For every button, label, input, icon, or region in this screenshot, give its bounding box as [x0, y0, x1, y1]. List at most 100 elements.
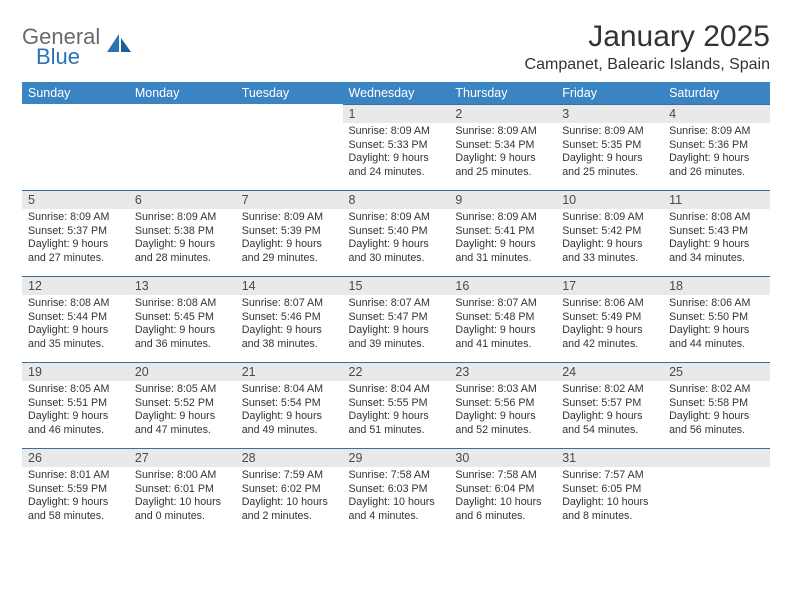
day-number: 6 [129, 190, 236, 209]
day-content: Sunrise: 8:08 AMSunset: 5:45 PMDaylight:… [129, 295, 236, 356]
day-content: Sunrise: 8:06 AMSunset: 5:49 PMDaylight:… [556, 295, 663, 356]
day-content: Sunrise: 8:09 AMSunset: 5:41 PMDaylight:… [449, 209, 556, 270]
day-number: 23 [449, 362, 556, 381]
calendar-cell: 28Sunrise: 7:59 AMSunset: 6:02 PMDayligh… [236, 448, 343, 534]
day-content: Sunrise: 8:05 AMSunset: 5:52 PMDaylight:… [129, 381, 236, 442]
calendar-cell: 26Sunrise: 8:01 AMSunset: 5:59 PMDayligh… [22, 448, 129, 534]
day-content: Sunrise: 8:06 AMSunset: 5:50 PMDaylight:… [663, 295, 770, 356]
calendar-cell: 6Sunrise: 8:09 AMSunset: 5:38 PMDaylight… [129, 190, 236, 276]
calendar-cell: 29Sunrise: 7:58 AMSunset: 6:03 PMDayligh… [343, 448, 450, 534]
day-number: 14 [236, 276, 343, 295]
calendar-cell: 12Sunrise: 8:08 AMSunset: 5:44 PMDayligh… [22, 276, 129, 362]
day-content: Sunrise: 8:09 AMSunset: 5:33 PMDaylight:… [343, 123, 450, 184]
day-content: Sunrise: 8:09 AMSunset: 5:35 PMDaylight:… [556, 123, 663, 184]
calendar-cell: 21Sunrise: 8:04 AMSunset: 5:54 PMDayligh… [236, 362, 343, 448]
day-number [236, 104, 343, 122]
calendar-cell: 3Sunrise: 8:09 AMSunset: 5:35 PMDaylight… [556, 104, 663, 190]
day-content: Sunrise: 7:57 AMSunset: 6:05 PMDaylight:… [556, 467, 663, 528]
calendar-cell: 2Sunrise: 8:09 AMSunset: 5:34 PMDaylight… [449, 104, 556, 190]
calendar-cell: 1Sunrise: 8:09 AMSunset: 5:33 PMDaylight… [343, 104, 450, 190]
calendar-cell [663, 448, 770, 534]
calendar-cell: 10Sunrise: 8:09 AMSunset: 5:42 PMDayligh… [556, 190, 663, 276]
day-number: 7 [236, 190, 343, 209]
calendar-cell: 30Sunrise: 7:58 AMSunset: 6:04 PMDayligh… [449, 448, 556, 534]
day-content: Sunrise: 8:08 AMSunset: 5:43 PMDaylight:… [663, 209, 770, 270]
calendar-cell [129, 104, 236, 190]
day-number: 10 [556, 190, 663, 209]
calendar-week: 12Sunrise: 8:08 AMSunset: 5:44 PMDayligh… [22, 276, 770, 362]
day-number: 28 [236, 448, 343, 467]
day-number: 25 [663, 362, 770, 381]
logo-sail-icon [105, 32, 133, 56]
day-number: 9 [449, 190, 556, 209]
logo: General Blue [22, 20, 133, 68]
calendar-cell: 13Sunrise: 8:08 AMSunset: 5:45 PMDayligh… [129, 276, 236, 362]
day-content: Sunrise: 8:09 AMSunset: 5:42 PMDaylight:… [556, 209, 663, 270]
day-content: Sunrise: 8:02 AMSunset: 5:57 PMDaylight:… [556, 381, 663, 442]
day-content: Sunrise: 8:09 AMSunset: 5:36 PMDaylight:… [663, 123, 770, 184]
day-content: Sunrise: 8:09 AMSunset: 5:34 PMDaylight:… [449, 123, 556, 184]
logo-text-blue: Blue [36, 46, 100, 68]
day-header: Thursday [449, 82, 556, 104]
calendar-cell [22, 104, 129, 190]
day-number: 12 [22, 276, 129, 295]
calendar-cell: 19Sunrise: 8:05 AMSunset: 5:51 PMDayligh… [22, 362, 129, 448]
calendar-table: Sunday Monday Tuesday Wednesday Thursday… [22, 82, 770, 534]
calendar-cell: 11Sunrise: 8:08 AMSunset: 5:43 PMDayligh… [663, 190, 770, 276]
calendar-cell: 16Sunrise: 8:07 AMSunset: 5:48 PMDayligh… [449, 276, 556, 362]
day-content: Sunrise: 8:09 AMSunset: 5:38 PMDaylight:… [129, 209, 236, 270]
day-number: 3 [556, 104, 663, 123]
day-number: 5 [22, 190, 129, 209]
header: General Blue January 2025 Campanet, Bale… [22, 20, 770, 74]
day-number: 31 [556, 448, 663, 467]
day-number: 15 [343, 276, 450, 295]
calendar-cell: 4Sunrise: 8:09 AMSunset: 5:36 PMDaylight… [663, 104, 770, 190]
day-number: 16 [449, 276, 556, 295]
day-content: Sunrise: 8:04 AMSunset: 5:55 PMDaylight:… [343, 381, 450, 442]
calendar-cell: 25Sunrise: 8:02 AMSunset: 5:58 PMDayligh… [663, 362, 770, 448]
day-number: 26 [22, 448, 129, 467]
day-number: 29 [343, 448, 450, 467]
day-header: Saturday [663, 82, 770, 104]
day-number: 17 [556, 276, 663, 295]
calendar-cell: 17Sunrise: 8:06 AMSunset: 5:49 PMDayligh… [556, 276, 663, 362]
day-content: Sunrise: 7:58 AMSunset: 6:03 PMDaylight:… [343, 467, 450, 528]
day-number: 27 [129, 448, 236, 467]
day-content: Sunrise: 8:09 AMSunset: 5:39 PMDaylight:… [236, 209, 343, 270]
day-number: 22 [343, 362, 450, 381]
calendar-cell [236, 104, 343, 190]
day-number: 2 [449, 104, 556, 123]
calendar-cell: 14Sunrise: 8:07 AMSunset: 5:46 PMDayligh… [236, 276, 343, 362]
day-content: Sunrise: 8:07 AMSunset: 5:46 PMDaylight:… [236, 295, 343, 356]
month-title: January 2025 [525, 20, 770, 54]
day-number: 21 [236, 362, 343, 381]
day-number: 11 [663, 190, 770, 209]
calendar-cell: 31Sunrise: 7:57 AMSunset: 6:05 PMDayligh… [556, 448, 663, 534]
day-content: Sunrise: 7:58 AMSunset: 6:04 PMDaylight:… [449, 467, 556, 528]
location: Campanet, Balearic Islands, Spain [525, 56, 770, 74]
day-number: 24 [556, 362, 663, 381]
calendar-week: 1Sunrise: 8:09 AMSunset: 5:33 PMDaylight… [22, 104, 770, 190]
calendar-week: 5Sunrise: 8:09 AMSunset: 5:37 PMDaylight… [22, 190, 770, 276]
day-content: Sunrise: 8:07 AMSunset: 5:47 PMDaylight:… [343, 295, 450, 356]
day-header: Tuesday [236, 82, 343, 104]
day-number: 13 [129, 276, 236, 295]
day-header: Wednesday [343, 82, 450, 104]
day-content: Sunrise: 7:59 AMSunset: 6:02 PMDaylight:… [236, 467, 343, 528]
day-content: Sunrise: 8:02 AMSunset: 5:58 PMDaylight:… [663, 381, 770, 442]
calendar-week: 26Sunrise: 8:01 AMSunset: 5:59 PMDayligh… [22, 448, 770, 534]
calendar-cell: 18Sunrise: 8:06 AMSunset: 5:50 PMDayligh… [663, 276, 770, 362]
day-number [129, 104, 236, 122]
calendar-cell: 24Sunrise: 8:02 AMSunset: 5:57 PMDayligh… [556, 362, 663, 448]
day-number: 8 [343, 190, 450, 209]
day-content: Sunrise: 8:04 AMSunset: 5:54 PMDaylight:… [236, 381, 343, 442]
day-content: Sunrise: 8:09 AMSunset: 5:37 PMDaylight:… [22, 209, 129, 270]
day-content: Sunrise: 8:03 AMSunset: 5:56 PMDaylight:… [449, 381, 556, 442]
day-number: 1 [343, 104, 450, 123]
calendar-cell: 8Sunrise: 8:09 AMSunset: 5:40 PMDaylight… [343, 190, 450, 276]
day-header: Monday [129, 82, 236, 104]
calendar-cell: 23Sunrise: 8:03 AMSunset: 5:56 PMDayligh… [449, 362, 556, 448]
day-content: Sunrise: 8:00 AMSunset: 6:01 PMDaylight:… [129, 467, 236, 528]
day-number: 30 [449, 448, 556, 467]
day-header: Friday [556, 82, 663, 104]
